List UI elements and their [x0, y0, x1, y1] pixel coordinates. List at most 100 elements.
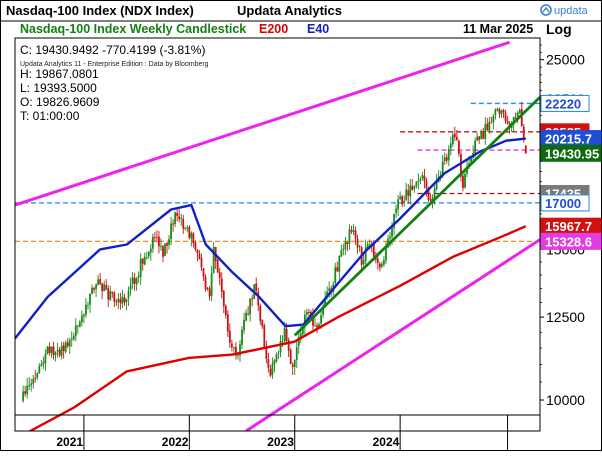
candle-up — [464, 174, 466, 188]
candle-down — [220, 278, 223, 292]
candle-up — [26, 385, 29, 395]
candle-up — [358, 246, 361, 248]
candle-up — [186, 227, 189, 229]
updata-logo-text: updata — [554, 5, 589, 17]
ohlc-open: O: 19826.9609 — [20, 95, 100, 109]
candle-down — [218, 272, 221, 279]
candle-up — [78, 321, 81, 327]
channel-line-lower — [245, 238, 540, 431]
candle-up — [46, 346, 49, 355]
candle-up — [318, 324, 320, 329]
candle-down — [462, 175, 464, 189]
candle-up — [301, 326, 304, 335]
candle-down — [255, 283, 258, 291]
candle-down — [455, 136, 458, 140]
candle-up — [89, 293, 91, 305]
candle-down — [354, 230, 357, 239]
candle-up — [97, 279, 100, 285]
candle-down — [204, 276, 207, 290]
candle-down — [265, 346, 268, 359]
candle-down — [111, 292, 114, 294]
legend-e40: E40 — [307, 22, 329, 36]
scale-label: Log — [546, 21, 572, 37]
ohlc-high: H: 19867.0801 — [20, 67, 99, 81]
value-label-text: 15328.6 — [545, 234, 592, 249]
candle-up — [476, 136, 479, 141]
candle-down — [267, 359, 270, 368]
candle-up — [324, 297, 327, 306]
candle-up — [279, 341, 282, 353]
candle-down — [99, 279, 102, 284]
value-label-text: 15967.7 — [545, 219, 592, 234]
candle-up — [334, 267, 337, 284]
updata-logo: updata — [540, 4, 589, 17]
candle-up — [50, 346, 53, 354]
candle-up — [139, 259, 142, 277]
candle-down — [34, 378, 37, 379]
candle-up — [80, 315, 83, 323]
candle-up — [338, 255, 341, 272]
value-label-box — [540, 144, 602, 162]
candle-down — [261, 320, 264, 327]
ohlc-low: L: 19393.5000 — [20, 81, 97, 95]
candle-up — [127, 290, 130, 299]
candle-down — [105, 285, 108, 290]
value-label-text: 19430.95 — [545, 146, 599, 161]
candle-up — [303, 314, 306, 327]
candle-down — [263, 325, 266, 348]
candle-up — [340, 250, 343, 257]
candle-up — [328, 288, 331, 291]
candle-down — [155, 237, 158, 239]
candle-down — [162, 246, 164, 257]
value-label-layer: 222202058520215.719430.95174351700015967… — [540, 94, 602, 250]
candle-down — [427, 189, 430, 200]
candle-up — [352, 229, 355, 232]
candle-down — [378, 263, 381, 268]
candle-up — [243, 319, 245, 331]
candle-up — [397, 199, 400, 210]
candle-down — [336, 267, 339, 272]
candle-down — [482, 132, 485, 139]
candle-up — [145, 257, 148, 258]
candle-up — [383, 260, 385, 265]
candle-up — [103, 284, 106, 292]
line-layer — [15, 40, 540, 431]
candle-up — [36, 372, 39, 378]
updata-logo-icon — [540, 4, 552, 16]
trendline — [293, 96, 540, 337]
value-label-box — [540, 94, 590, 112]
candle-up — [212, 247, 215, 274]
candle-up — [137, 275, 140, 278]
candle-up — [210, 273, 213, 296]
candle-down — [107, 288, 110, 300]
candle-up — [233, 347, 235, 349]
candle-up — [433, 189, 436, 198]
candle-up — [85, 304, 87, 315]
x-tick-label: 2024 — [373, 435, 400, 449]
chart-date: 11 Mar 2025 — [463, 22, 533, 36]
candle-down — [285, 328, 288, 341]
candle-down — [425, 181, 428, 189]
candle-down — [228, 330, 231, 343]
candle-down — [141, 258, 144, 264]
candle-up — [449, 143, 452, 149]
candle-down — [196, 249, 199, 254]
candle-up — [470, 158, 472, 163]
x-tick-label: 2023 — [267, 435, 294, 449]
y-tick-label: 12500 — [546, 309, 585, 325]
candle-up — [70, 338, 73, 340]
candle-down — [289, 349, 292, 364]
updata-logo-arrow — [542, 6, 550, 13]
candle-down — [291, 364, 294, 367]
candle-down — [514, 117, 517, 119]
candle-up — [239, 344, 241, 356]
candle-up — [160, 246, 162, 247]
candle-up — [38, 365, 41, 374]
candle-up — [164, 243, 166, 256]
candle-up — [277, 353, 280, 355]
candle-up — [117, 298, 120, 303]
candle-up — [295, 347, 298, 360]
candle-down — [24, 391, 27, 394]
candle-up — [30, 383, 33, 386]
